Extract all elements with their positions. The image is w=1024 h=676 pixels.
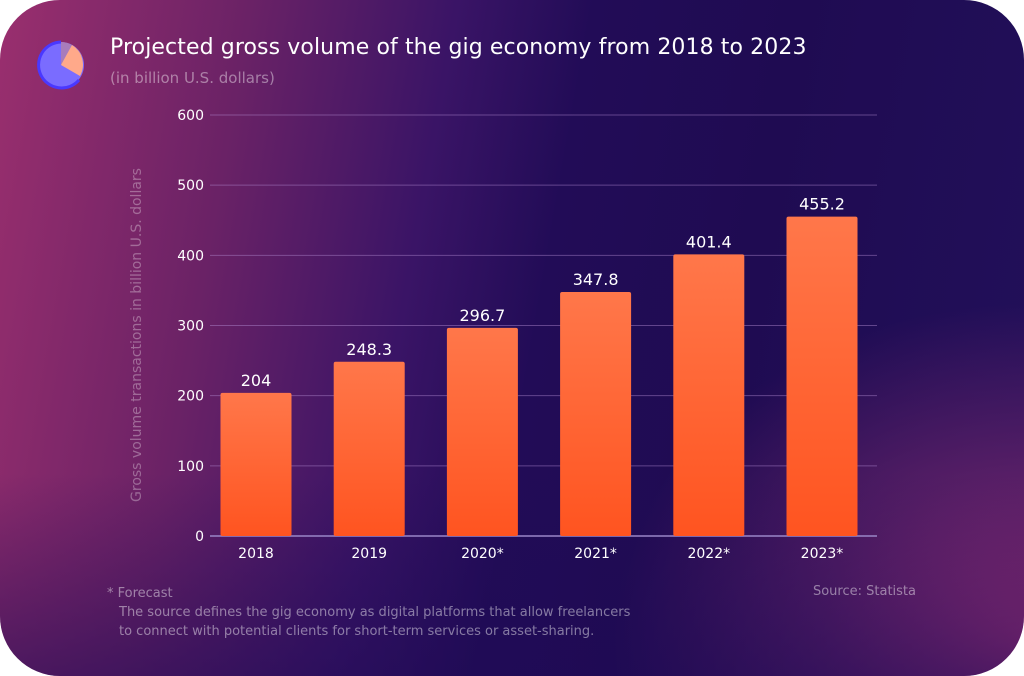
x-tick-label: 2023*: [801, 546, 844, 562]
value-label: 204: [241, 371, 272, 390]
y-tick-label: 100: [177, 459, 204, 475]
x-tick-label: 2019: [351, 546, 387, 562]
footnote: * Forecast The source defines the gig ec…: [107, 584, 630, 641]
bar-2020: [446, 327, 518, 536]
definition-line-1: The source defines the gig economy as di…: [119, 605, 631, 620]
y-tick-label: 300: [177, 319, 204, 335]
pie-chart-icon: [37, 40, 84, 90]
y-tick-label: 200: [177, 389, 204, 405]
bar-2019: [333, 361, 405, 536]
source-label: Source: Statista: [812, 584, 916, 599]
x-tick-label: 2018: [238, 546, 274, 562]
definition-line-2: to connect with potential clients for sh…: [119, 624, 595, 639]
y-tick-label: 500: [177, 178, 204, 194]
value-label: 401.4: [686, 232, 732, 251]
bar-2022: [673, 254, 745, 536]
chart-title: Projected gross volume of the gig econom…: [110, 35, 807, 60]
forecast-note: * Forecast: [107, 586, 173, 601]
value-label: 455.2: [799, 195, 845, 214]
bar-2018: [220, 392, 292, 536]
bar-2023: [786, 216, 858, 537]
chart-subtitle: (in billion U.S. dollars): [110, 69, 275, 87]
value-label: 296.7: [459, 306, 505, 325]
value-label: 347.8: [573, 270, 619, 289]
value-label: 248.3: [346, 340, 392, 359]
x-tick-label: 2022*: [687, 546, 730, 562]
bar-2021: [560, 291, 632, 536]
y-tick-label: 0: [195, 529, 204, 545]
x-tick-label: 2021*: [574, 546, 617, 562]
y-tick-label: 400: [177, 248, 204, 264]
y-tick-label: 600: [177, 108, 204, 124]
x-tick-label: 2020*: [461, 546, 504, 562]
